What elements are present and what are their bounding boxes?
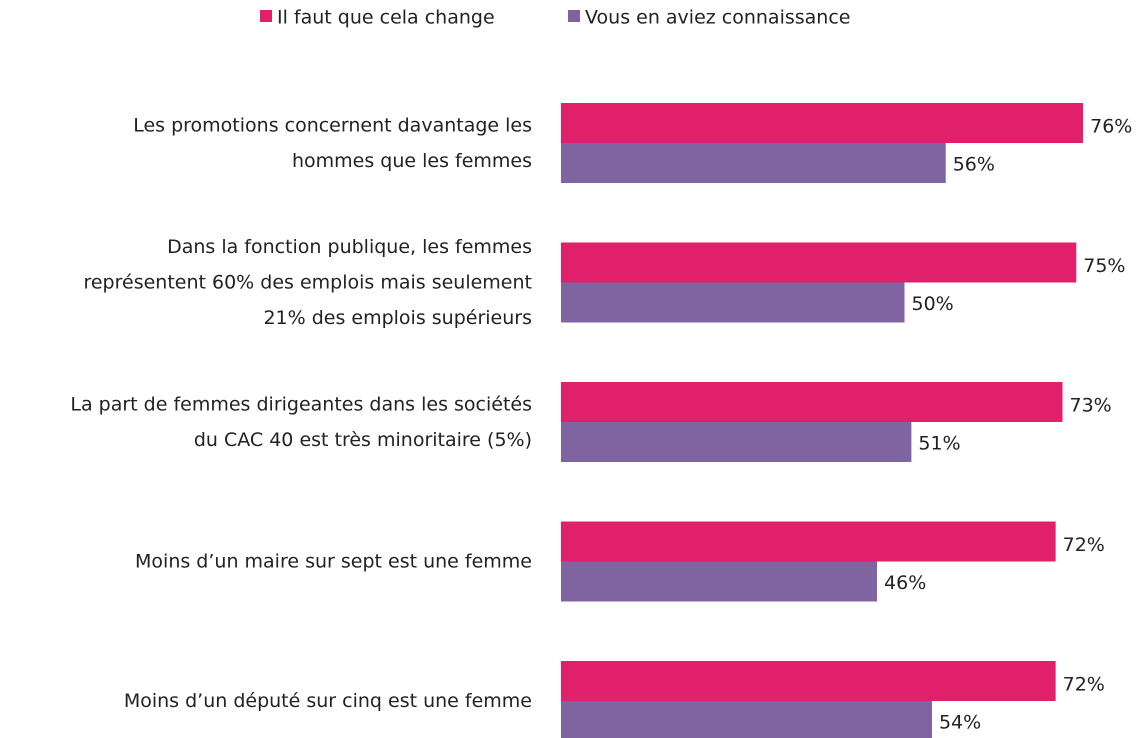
value-label: 72%	[1063, 534, 1105, 556]
value-label: 72%	[1063, 674, 1105, 696]
value-label: 56%	[953, 154, 995, 176]
bar	[561, 422, 912, 462]
category-label: Moins d’un député sur cinq est une femme	[124, 690, 532, 712]
bar	[561, 521, 1056, 562]
value-label: 51%	[918, 433, 960, 455]
legend-swatch	[568, 10, 580, 22]
value-label: 54%	[939, 712, 981, 734]
value-label: 50%	[912, 293, 954, 315]
legend-label: Il faut que cela change	[277, 7, 495, 29]
category-label: La part de femmes dirigeantes dans les s…	[70, 393, 532, 451]
legend-swatch	[260, 10, 272, 22]
category-label: Les promotions concernent davantage les h…	[133, 114, 532, 172]
legend-label: Vous en aviez connaissance	[585, 7, 850, 29]
bar	[561, 282, 905, 323]
bar	[561, 242, 1077, 283]
category-label: Dans la fonction publique, les femmes rep…	[83, 236, 532, 329]
value-label: 76%	[1090, 116, 1132, 138]
bar	[561, 143, 946, 183]
value-label: 73%	[1070, 395, 1112, 417]
bar	[561, 701, 932, 738]
bar	[561, 382, 1063, 422]
bar	[561, 661, 1056, 701]
category-label: Moins d’un maire sur sept est une femme	[135, 550, 532, 572]
bar	[561, 103, 1084, 143]
bar	[561, 561, 878, 602]
value-label: 46%	[884, 572, 926, 594]
value-label: 75%	[1083, 255, 1125, 277]
